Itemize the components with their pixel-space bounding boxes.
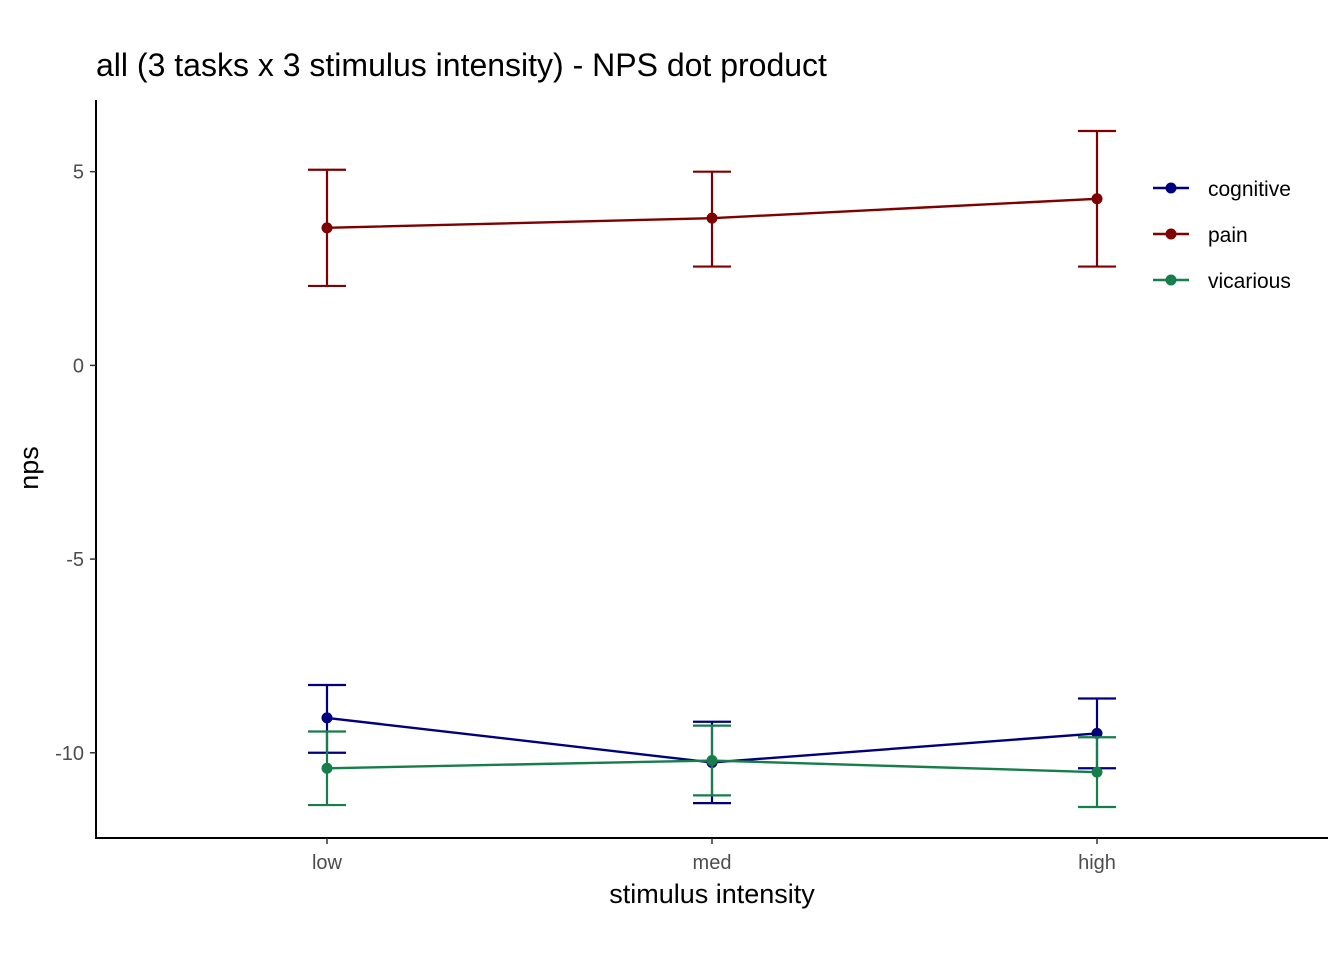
x-tick-label: high bbox=[1078, 852, 1116, 874]
data-point bbox=[706, 755, 718, 767]
y-tick-label: -10 bbox=[55, 743, 84, 765]
data-point bbox=[321, 762, 333, 774]
legend: cognitive pain vicarious bbox=[1153, 178, 1291, 293]
legend-label: vicarious bbox=[1208, 270, 1291, 293]
data-point bbox=[321, 222, 333, 234]
x-tick-label: low bbox=[312, 852, 343, 874]
x-axis-title: stimulus intensity bbox=[609, 879, 815, 909]
legend-key-point bbox=[1165, 274, 1177, 286]
legend-item-cognitive: cognitive bbox=[1153, 178, 1291, 201]
y-tick-label: 5 bbox=[73, 162, 84, 184]
data-point bbox=[1091, 727, 1103, 739]
plot-area bbox=[308, 129, 1116, 809]
legend-item-pain: pain bbox=[1153, 224, 1248, 247]
legend-label: pain bbox=[1208, 224, 1248, 247]
legend-key-point bbox=[1165, 228, 1177, 240]
series-pain bbox=[308, 129, 1116, 288]
x-tick-label: med bbox=[693, 852, 732, 874]
data-point bbox=[1091, 193, 1103, 205]
data-point bbox=[321, 712, 333, 724]
data-point bbox=[706, 212, 718, 224]
legend-key-point bbox=[1165, 182, 1177, 194]
y-tick-label: -5 bbox=[66, 549, 84, 571]
y-tick-label: 0 bbox=[73, 355, 84, 377]
legend-label: cognitive bbox=[1208, 178, 1291, 201]
legend-item-vicarious: vicarious bbox=[1153, 270, 1291, 293]
series-vicarious bbox=[308, 724, 1116, 809]
y-axis-title: nps bbox=[14, 446, 44, 490]
data-point bbox=[1091, 766, 1103, 778]
chart-title: all (3 tasks x 3 stimulus intensity) - N… bbox=[96, 47, 827, 83]
axes: 5 0 -5 -10 low med high bbox=[55, 100, 1328, 874]
